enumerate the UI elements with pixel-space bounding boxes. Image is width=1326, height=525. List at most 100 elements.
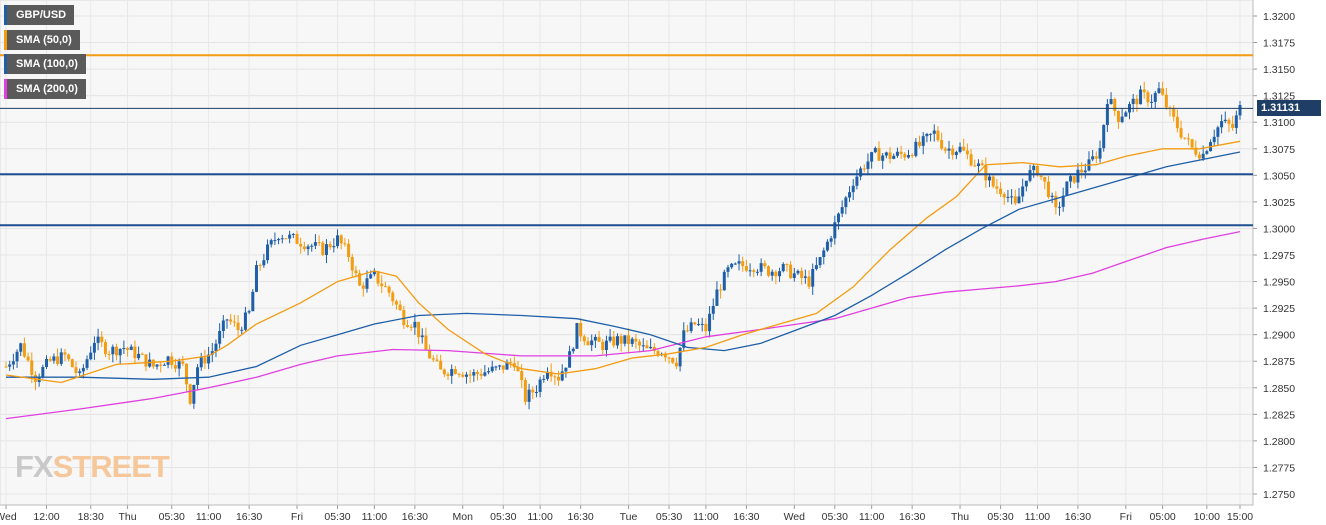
candle-body: [4, 366, 8, 368]
fxstreet-logo: FXSTREET: [15, 449, 170, 485]
candle-body: [884, 152, 888, 156]
candle-body: [634, 338, 638, 342]
candle-body: [417, 321, 421, 338]
legend-item: SMA (200,0): [4, 78, 86, 99]
candle-body: [763, 263, 767, 267]
candle-body: [420, 335, 424, 338]
x-tick-label: 12:00: [33, 511, 59, 523]
candle-body: [527, 389, 531, 402]
candle-body: [181, 361, 185, 364]
candle-body: [593, 336, 597, 341]
candle-body: [450, 369, 454, 376]
plot-background: [0, 0, 1254, 506]
legend: GBP/USD SMA (50,0) SMA (100,0) SMA (200,0): [4, 5, 86, 103]
candle-body: [988, 176, 992, 181]
candle-body: [557, 376, 561, 381]
candle-body: [413, 321, 417, 328]
candle-body: [243, 312, 247, 330]
candle-body: [822, 250, 826, 258]
y-tick-label: 1.3025: [1263, 197, 1295, 209]
candle-body: [910, 155, 914, 157]
candle-body: [221, 320, 225, 332]
candle-body: [1035, 165, 1039, 176]
candle-body: [785, 264, 789, 266]
candle-body: [520, 371, 524, 381]
candle-body: [1216, 127, 1220, 137]
candle-body: [627, 335, 631, 344]
x-tick-label: 05:30: [159, 511, 185, 523]
x-tick-label: 05:30: [490, 511, 516, 523]
candle-body: [1076, 169, 1080, 183]
candle-body: [685, 330, 689, 332]
x-tick-label: Thu: [951, 511, 969, 523]
candle-body: [995, 186, 999, 189]
candle-body: [895, 151, 899, 156]
candle-body: [814, 265, 818, 269]
y-tick-label: 1.2750: [1263, 489, 1295, 501]
candle-body: [56, 356, 60, 364]
y-tick-label: 1.2800: [1263, 436, 1295, 448]
candle-body: [1135, 98, 1139, 105]
candle-body: [302, 246, 306, 250]
candle-body: [848, 192, 852, 198]
candle-body: [925, 133, 929, 137]
x-tick-label: Thu: [119, 511, 137, 523]
x-tick-label: Fri: [291, 511, 303, 523]
candle-body: [78, 371, 82, 373]
candle-body: [1032, 165, 1036, 171]
x-tick-label: 11:00: [1025, 511, 1051, 523]
candle-body: [1164, 94, 1168, 108]
legend-label: GBP/USD: [16, 9, 67, 21]
candle-body: [232, 321, 236, 323]
legend-label: SMA (100,0): [16, 58, 78, 70]
candle-body: [428, 349, 432, 359]
candle-body: [737, 261, 741, 264]
candle-body: [645, 345, 649, 349]
candle-body: [888, 152, 892, 159]
candle-body: [697, 324, 701, 326]
candle-body: [881, 155, 885, 161]
candle-body: [70, 359, 74, 368]
candle-body: [505, 362, 509, 370]
candle-body: [767, 266, 771, 276]
candle-body: [715, 289, 719, 306]
candle-body: [770, 271, 774, 276]
candle-body: [1006, 196, 1010, 198]
candle-body: [1220, 121, 1224, 128]
candle-body: [442, 369, 446, 375]
candle-body: [115, 346, 119, 356]
y-tick-label: 1.3050: [1263, 170, 1295, 182]
candle-body: [674, 362, 678, 367]
candle-body: [453, 369, 457, 374]
candle-body: [1183, 137, 1187, 139]
y-tick-label: 1.2825: [1263, 409, 1295, 421]
candle-body: [991, 176, 995, 187]
candle-body: [1058, 206, 1062, 208]
y-tick-label: 1.3000: [1263, 223, 1295, 235]
candle-body: [689, 322, 693, 332]
candle-body: [446, 374, 450, 376]
candle-body: [22, 343, 26, 357]
candle-body: [210, 351, 214, 355]
candle-body: [719, 289, 723, 291]
candle-body: [781, 264, 785, 272]
candle-body: [818, 257, 822, 266]
candle-body: [196, 367, 200, 385]
x-tick-label: 05:30: [656, 511, 682, 523]
candle-body: [671, 357, 675, 363]
candle-body: [619, 336, 623, 344]
x-tick-label: 16:30: [236, 511, 262, 523]
candle-body: [218, 331, 222, 344]
candle-body: [1142, 89, 1146, 93]
candle-body: [461, 374, 465, 377]
legend-item: SMA (100,0): [4, 54, 86, 74]
candle-body: [74, 367, 78, 373]
candle-body: [8, 364, 12, 367]
candle-body: [336, 235, 340, 247]
candle-body: [361, 285, 365, 289]
candle-body: [538, 379, 542, 392]
candle-body: [1010, 196, 1014, 198]
candle-body: [262, 260, 266, 266]
candle-body: [1124, 112, 1128, 117]
candle-body: [391, 292, 395, 302]
